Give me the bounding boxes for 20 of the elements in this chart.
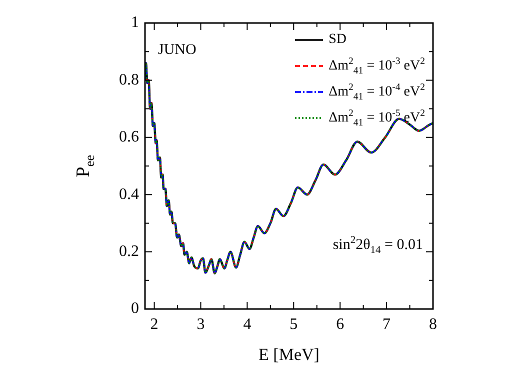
x-tick-label: 6 — [336, 316, 344, 333]
x-tick-label: 5 — [290, 316, 298, 333]
y-tick-label: 0.4 — [119, 186, 139, 203]
x-tick-label: 4 — [243, 316, 252, 333]
annotation: JUNO — [158, 42, 196, 58]
y-tick-label: 0.2 — [119, 243, 139, 260]
legend-label: Δm$^{2}$$_{41}$ = 10$^{-4}$ eV$^{2}$ — [328, 82, 425, 102]
y-tick-label: 0 — [131, 300, 139, 318]
legend-label: SD — [328, 32, 346, 48]
x-tick-label: 7 — [382, 316, 391, 333]
x-tick-label: 2 — [150, 316, 158, 333]
legend-label: Δm$^{2}$$_{41}$ = 10$^{-5}$ eV$^{2}$ — [328, 108, 425, 128]
y-tick-label: 0.6 — [119, 128, 139, 146]
annotation: sin$^{2}$2θ$_{14}$ = 0.01 — [332, 235, 423, 256]
x-axis-title: E [MeV] — [258, 345, 320, 364]
x-tick-label: 3 — [196, 316, 205, 333]
y-tick-label: 0.8 — [119, 71, 139, 88]
x-tick-label: 8 — [429, 316, 437, 333]
y-tick-label: 1 — [131, 14, 139, 32]
legend-label: Δm$^{2}$$_{41}$ = 10$^{-3}$ eV$^{2}$ — [328, 56, 425, 76]
